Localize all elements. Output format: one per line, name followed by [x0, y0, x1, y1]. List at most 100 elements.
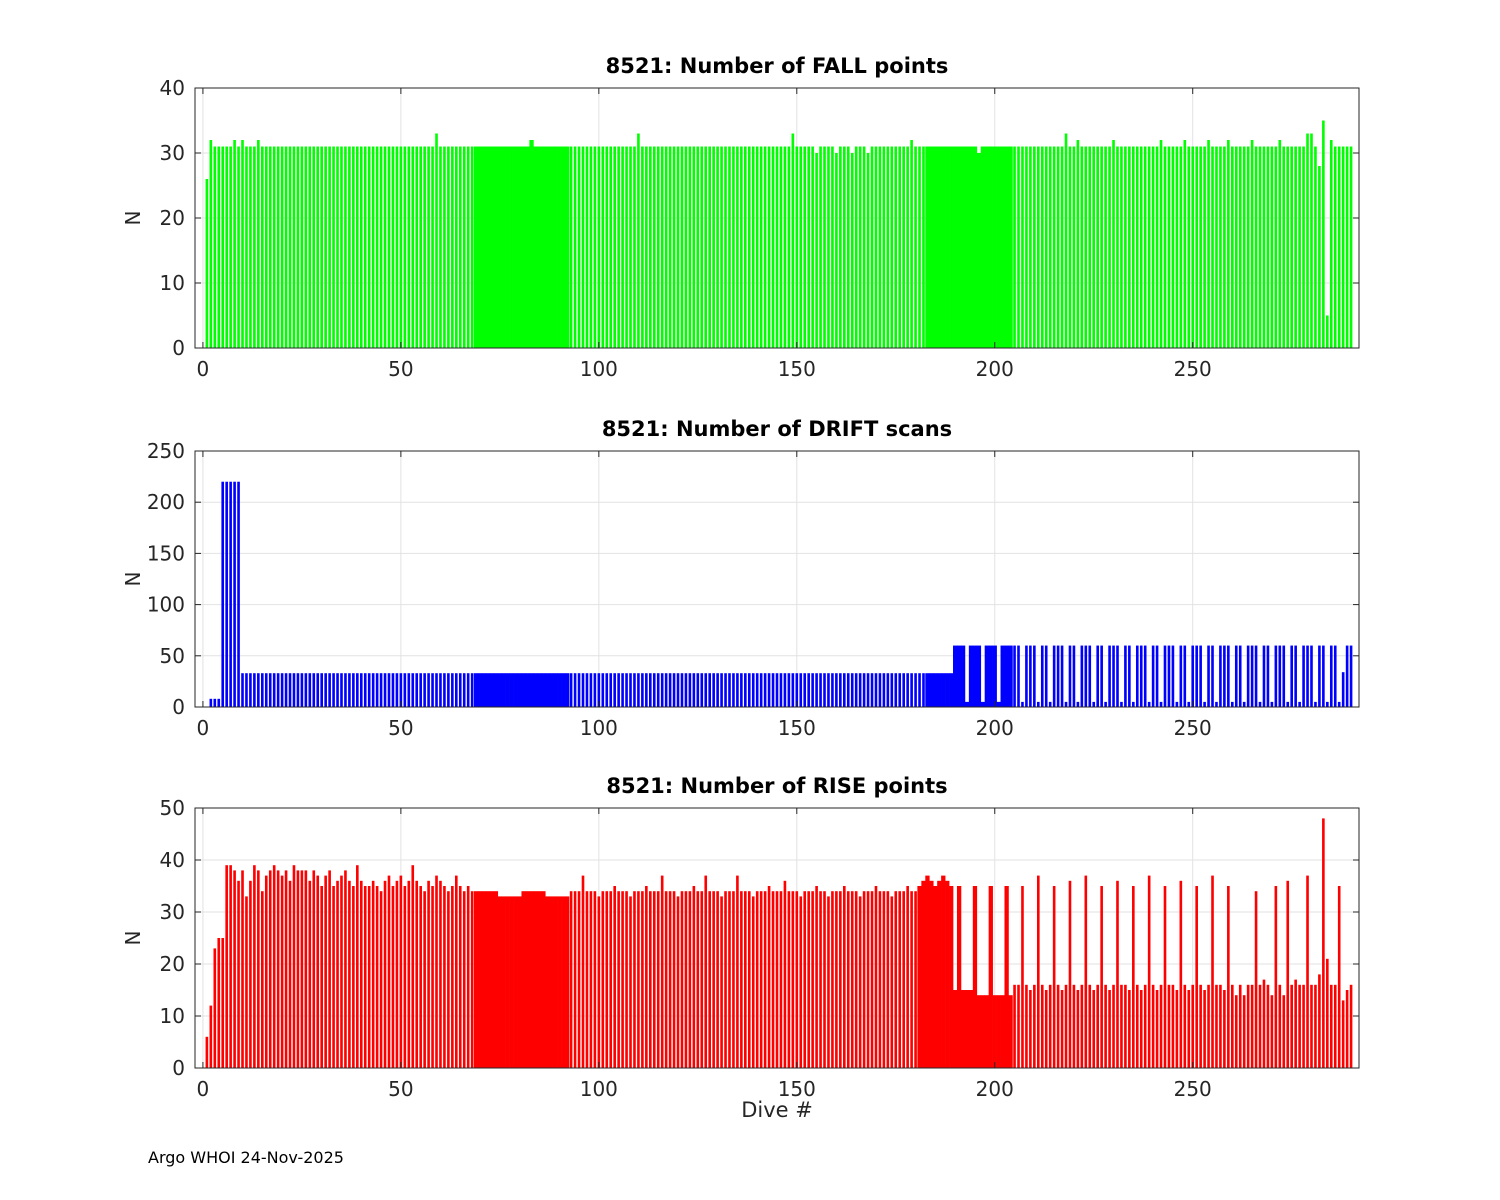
fall-bar: [704, 146, 708, 348]
drift-y-axis-label: N: [121, 571, 145, 587]
fall-bar: [1211, 146, 1214, 348]
drift-bar: [1179, 645, 1183, 707]
drift-bar: [945, 673, 950, 707]
fall-bar: [1179, 146, 1183, 348]
drift-bar: [1132, 701, 1135, 707]
drift-bar: [1254, 645, 1258, 707]
fall-bar: [328, 146, 331, 348]
rise-bar: [585, 891, 589, 1068]
drift-bar: [1349, 645, 1353, 707]
rise-bar: [799, 896, 803, 1068]
drift-bar: [771, 673, 775, 707]
fall-bar: [795, 146, 799, 348]
fall-bar: [605, 146, 609, 348]
fall-bar: [549, 146, 554, 348]
drift-bar: [245, 673, 248, 707]
drift-bar: [1219, 645, 1222, 707]
rise-bar: [443, 886, 446, 1068]
fall-bar: [1270, 146, 1274, 348]
fall-bar: [407, 146, 411, 348]
rise-bar: [1302, 984, 1305, 1068]
rise-bar: [1199, 984, 1202, 1068]
fall-bar: [1000, 146, 1005, 348]
drift-bar: [537, 673, 542, 707]
drift-bar: [937, 673, 942, 707]
rise-bar: [621, 891, 624, 1068]
rise-bar: [1147, 875, 1151, 1068]
fall-bar: [862, 146, 866, 348]
rise-bar: [383, 880, 387, 1068]
drift-bar: [941, 673, 946, 707]
drift-bar: [996, 701, 1001, 707]
fall-bar: [1238, 146, 1242, 348]
drift-bar: [308, 673, 312, 707]
rise-bar: [1266, 984, 1270, 1068]
fall-bar: [839, 146, 842, 348]
fall-bar: [1191, 146, 1195, 348]
drift-bar: [751, 673, 755, 707]
rise-bar: [304, 870, 308, 1068]
fall-bar: [771, 146, 775, 348]
rise-bar: [439, 880, 442, 1068]
fall-bar: [827, 146, 830, 348]
fall-bar: [367, 146, 371, 348]
fall-bar: [225, 146, 228, 348]
drift-bar: [956, 645, 962, 707]
rise-bar: [672, 891, 676, 1068]
drift-bar: [501, 673, 506, 707]
rise-bar: [320, 886, 324, 1068]
rise-bar: [976, 995, 982, 1068]
rise-bar: [1076, 990, 1080, 1068]
rise-bar: [375, 886, 379, 1068]
drift-bar: [807, 673, 810, 707]
rise-bar: [221, 938, 225, 1068]
fall-bar: [1318, 166, 1321, 348]
drift-bar: [744, 673, 747, 707]
drift-bar: [213, 698, 217, 707]
fall-bar: [1040, 146, 1044, 348]
rise-bar: [898, 891, 902, 1068]
rise-bar: [1124, 984, 1127, 1068]
drift-bar: [1333, 645, 1337, 707]
drift-bar: [1128, 645, 1131, 707]
fall-bar: [759, 146, 763, 348]
rise-y-tick-label: 20: [160, 952, 185, 976]
fall-bar: [980, 146, 986, 348]
fall-bar: [489, 146, 495, 348]
fall-bar: [1234, 146, 1238, 348]
rise-bar: [870, 891, 874, 1068]
drift-y-tick-label: 0: [172, 695, 185, 719]
rise-bar: [573, 891, 577, 1068]
drift-bar: [949, 673, 954, 707]
fall-bar: [648, 146, 652, 348]
fall-bar: [1274, 146, 1278, 348]
fall-bar: [545, 146, 550, 348]
rise-bar: [811, 891, 814, 1068]
fall-bar: [688, 146, 692, 348]
drift-bar: [264, 673, 268, 707]
fall-bar: [803, 146, 807, 348]
rise-bar: [209, 1005, 213, 1068]
drift-bar: [720, 673, 723, 707]
fall-bar: [613, 146, 616, 348]
rise-bar: [716, 891, 719, 1068]
rise-bar: [359, 880, 363, 1068]
fall-bar: [292, 146, 296, 348]
rise-bar: [1175, 990, 1179, 1068]
drift-bar: [415, 673, 419, 707]
drift-bar: [533, 673, 538, 707]
drift-bar: [613, 673, 616, 707]
drift-bar: [1080, 645, 1084, 707]
drift-bar: [960, 645, 966, 707]
fall-bar: [1250, 140, 1254, 348]
drift-bar: [1199, 645, 1202, 707]
drift-bar: [1183, 645, 1187, 707]
drift-bar: [1234, 645, 1238, 707]
drift-bar: [1329, 645, 1333, 707]
rise-bar: [941, 875, 946, 1068]
fall-bar: [300, 146, 304, 348]
fall-bar: [1246, 146, 1250, 348]
drift-y-tick-label: 200: [147, 490, 185, 514]
rise-bar: [1254, 891, 1258, 1068]
drift-bar: [1068, 645, 1072, 707]
